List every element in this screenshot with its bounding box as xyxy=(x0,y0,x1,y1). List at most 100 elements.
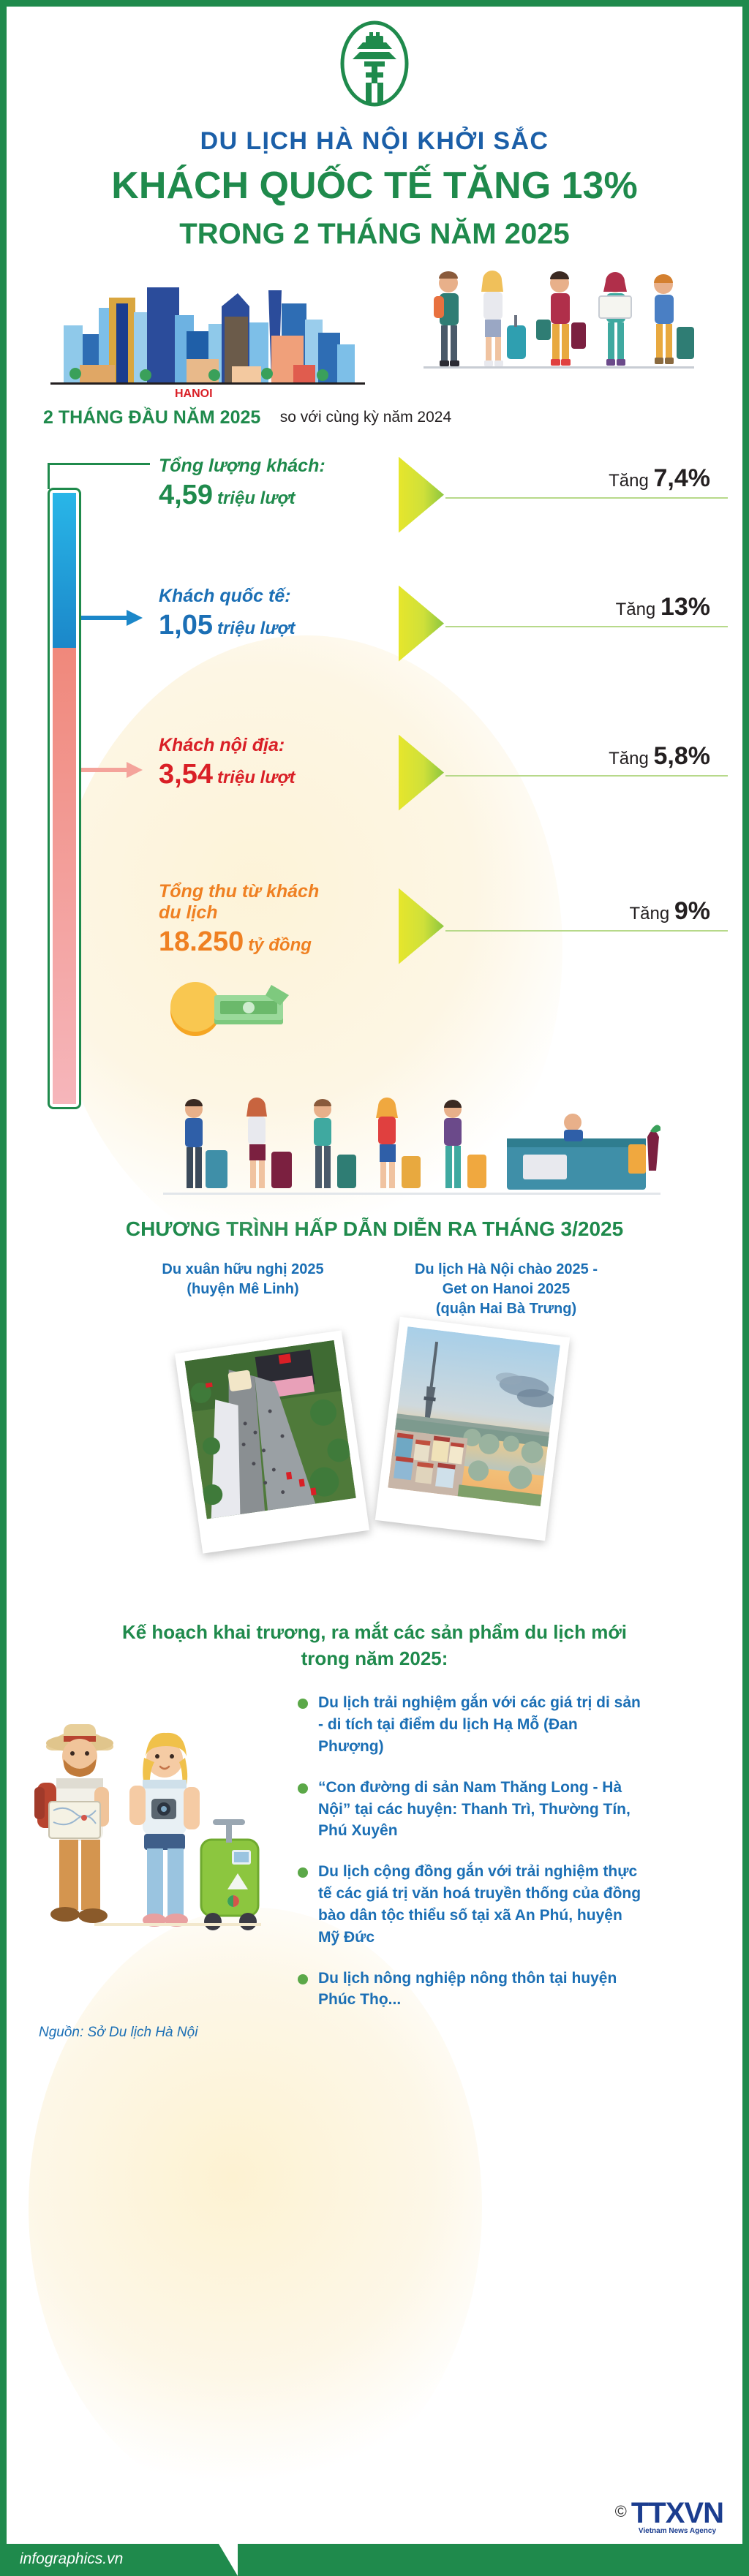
stat-revenue-labels: Tổng thu từ khách du lịch 18.250 tỷ đồng xyxy=(159,881,319,958)
plan-bullet-list: Du lịch trải nghiệm gắn với các giá trị … xyxy=(298,1692,641,2030)
program-photos xyxy=(7,1316,742,1609)
stat-revenue-label-line2: du lịch xyxy=(159,902,218,923)
visitor-tube-chart xyxy=(48,487,81,1109)
stat-domestic-underline xyxy=(445,774,728,777)
stat-total-change-value: 7,4% xyxy=(653,464,711,492)
stats-zone: Tổng lượng khách: 4,59 triệu lượt Tăng 7,… xyxy=(7,442,742,1210)
stats-header: 2 THÁNG ĐẦU NĂM 2025 so với cùng kỳ năm … xyxy=(7,407,742,438)
plan-bullet-text: Du lịch trải nghiệm gắn với các giá trị … xyxy=(318,1694,641,1755)
program-1-line1: Du xuân hữu nghị 2025 xyxy=(162,1261,324,1277)
program-1-line2: (huyện Mê Linh) xyxy=(187,1280,299,1297)
stat-total-value-row: 4,59 triệu lượt xyxy=(159,480,325,511)
hanoi-skyline-illustration-icon: HANOI xyxy=(50,287,365,399)
plan-bullet-text: “Con đường di sản Nam Thăng Long - Hà Nộ… xyxy=(318,1778,631,1840)
stat-total-change: Tăng 7,4% xyxy=(445,464,728,499)
stat-domestic-unit: triệu lượt xyxy=(217,767,296,787)
plan-heading-line1: Kế hoạch khai trương, ra mắt các sản phẩ… xyxy=(121,1620,628,1643)
stat-domestic-value-row: 3,54 triệu lượt xyxy=(159,759,296,790)
stat-domestic-change: Tăng 5,8% xyxy=(445,742,728,777)
stat-total-change-text: Tăng 7,4% xyxy=(445,464,728,493)
chevron-international-icon xyxy=(399,585,444,662)
polaroid-frame-1 xyxy=(174,1329,370,1554)
programs-captions: Du xuân hữu nghị 2025 (huyện Mê Linh) Du… xyxy=(7,1260,742,1319)
stat-revenue-label-line1: Tổng thu từ khách xyxy=(159,880,320,902)
stat-domestic-labels: Khách nội địa: 3,54 triệu lượt xyxy=(159,735,296,790)
plan-heading-line2: trong năm 2025: xyxy=(301,1647,448,1669)
stat-international-unit: triệu lượt xyxy=(217,618,296,638)
program-2-line1: Du lịch Hà Nội chào 2025 - xyxy=(414,1261,598,1277)
page-title-line2: TRONG 2 THÁNG NĂM 2025 xyxy=(179,217,570,250)
stat-revenue-change: Tăng 9% xyxy=(445,897,728,932)
stat-international-change: Tăng 13% xyxy=(445,593,728,627)
tube-segment-international xyxy=(53,492,76,648)
page-title-line1: KHÁCH QUỐC TẾ TĂNG 13% xyxy=(111,165,638,207)
stat-international-change-prefix: Tăng xyxy=(615,599,656,619)
stat-revenue-unit: tỷ đồng xyxy=(248,934,312,955)
footer-bar: infographics.vn xyxy=(7,2544,742,2576)
stat-domestic-label: Khách nội địa: xyxy=(159,734,285,755)
stat-total-unit: triệu lượt xyxy=(217,488,296,508)
stat-revenue-change-value: 9% xyxy=(674,896,710,925)
stats-compare-label: so với cùng kỳ năm 2024 xyxy=(279,409,452,426)
source-note: Nguồn: Sở Du lịch Hà Nội xyxy=(39,2025,198,2041)
hanoi-khue-van-cac-logo-icon xyxy=(340,20,409,107)
stat-international-change-text: Tăng 13% xyxy=(445,593,728,622)
hero-illustrations: HANOI xyxy=(7,264,742,403)
arrow-to-domestic-icon xyxy=(81,761,144,778)
copyright-mark: © xyxy=(614,2502,627,2520)
stat-revenue-value-row: 18.250 tỷ đồng xyxy=(159,926,319,958)
stat-revenue-change-text: Tăng 9% xyxy=(445,897,728,926)
stat-total-change-prefix: Tăng xyxy=(609,470,649,491)
footer-site-url: infographics.vn xyxy=(20,2550,124,2567)
stat-international-value: 1,05 xyxy=(159,609,213,641)
stat-domestic-change-value: 5,8% xyxy=(653,741,711,770)
stat-domestic-value: 3,54 xyxy=(159,758,213,790)
money-coins-illustration-icon xyxy=(170,981,289,1036)
stat-revenue-change-prefix: Tăng xyxy=(629,903,670,923)
page-eyebrow-title: DU LỊCH HÀ NỘI KHỞI SẮC xyxy=(200,127,549,155)
logo-container xyxy=(7,7,742,120)
program-2-line3: (quận Hai Bà Trưng) xyxy=(435,1300,577,1317)
polaroid-frame-2 xyxy=(374,1316,571,1541)
stat-international-underline xyxy=(445,625,728,627)
program-2-line2: Get on Hanoi 2025 xyxy=(442,1280,571,1297)
plan-bullet-text: Du lịch cộng đồng gắn với trải nghiệm th… xyxy=(318,1863,641,1946)
plan-body: Du lịch trải nghiệm gắn với các giá trị … xyxy=(7,1692,742,2131)
programs-heading: CHƯƠNG TRÌNH HẤP DẪN DIỄN RA THÁNG 3/202… xyxy=(125,1217,624,1240)
plan-heading: Kế hoạch khai trương, ra mắt các sản phẩ… xyxy=(7,1619,742,1672)
travelers-group-illustration-icon xyxy=(424,270,694,369)
bullet-dot-icon xyxy=(298,1699,308,1710)
arrow-to-international-icon xyxy=(81,609,144,626)
agency-sub-name: Vietnam News Agency xyxy=(638,2527,717,2535)
chevron-revenue-icon xyxy=(399,888,444,964)
tube-segment-domestic xyxy=(53,647,76,1104)
list-item: Du lịch trải nghiệm gắn với các giá trị … xyxy=(298,1692,641,1757)
footer-notch-decoration xyxy=(219,2544,238,2576)
airport-queue-illustration-icon xyxy=(163,1097,660,1195)
program-caption-2: Du lịch Hà Nội chào 2025 - Get on Hanoi … xyxy=(396,1260,616,1319)
stats-period-label: 2 THÁNG ĐẦU NĂM 2025 xyxy=(43,407,261,428)
tourist-couple-illustration-icon xyxy=(34,1724,261,1931)
plan-bullet-text: Du lịch nông nghiệp nông thôn tại huyện … xyxy=(318,1969,617,2009)
stat-domestic-change-prefix: Tăng xyxy=(609,748,649,768)
ttxvn-logo: © TTXVN Vietnam News Agency xyxy=(614,2497,724,2535)
total-bracket-connector xyxy=(48,462,150,489)
me-linh-festival-aerial-photo-icon xyxy=(184,1340,356,1519)
stat-international-label: Khách quốc tế: xyxy=(159,585,291,606)
bullet-dot-icon xyxy=(298,1867,308,1878)
stat-total-label: Tổng lượng khách: xyxy=(159,455,325,476)
stat-total-underline xyxy=(445,496,728,499)
stat-domestic-change-text: Tăng 5,8% xyxy=(445,742,728,771)
stat-international-change-value: 13% xyxy=(660,592,710,621)
agency-brand-name: TTXVN xyxy=(631,2497,724,2529)
chevron-total-icon xyxy=(399,456,444,533)
stat-international-value-row: 1,05 triệu lượt xyxy=(159,610,296,641)
list-item: “Con đường di sản Nam Thăng Long - Hà Nộ… xyxy=(298,1777,641,1842)
list-item: Du lịch nông nghiệp nông thôn tại huyện … xyxy=(298,1968,641,2012)
hanoi-tv-tower-lake-sunset-photo-icon xyxy=(388,1326,560,1506)
stat-international-labels: Khách quốc tế: 1,05 triệu lượt xyxy=(159,586,296,641)
svg-text:HANOI: HANOI xyxy=(175,388,213,399)
chevron-domestic-icon xyxy=(399,734,444,811)
bullet-dot-icon xyxy=(298,1973,308,1984)
